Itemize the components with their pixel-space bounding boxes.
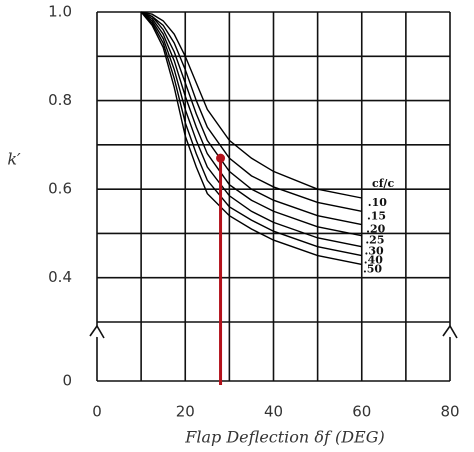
curve — [140, 11, 362, 237]
curve — [140, 11, 362, 212]
y-tick-label: 0.4 — [48, 268, 72, 286]
break-right — [442, 324, 458, 339]
curve — [140, 11, 362, 226]
curve — [140, 11, 362, 266]
y-tick-label: 0.6 — [48, 180, 72, 198]
x-tick-label: 80 — [440, 403, 459, 421]
legend-label: .30 — [365, 245, 384, 258]
legend-label: .10 — [368, 196, 387, 209]
legend-label: .40 — [364, 254, 383, 267]
axis-break — [89, 324, 458, 339]
curve — [140, 11, 362, 257]
y-tick-label: 0.8 — [48, 91, 72, 109]
legend-title: cf/c — [372, 177, 394, 190]
x-tick-label: 0 — [92, 403, 102, 421]
x-tick-label: 20 — [176, 403, 195, 421]
y-tick-label: 1.0 — [48, 3, 72, 21]
x-tick-label: 40 — [264, 403, 283, 421]
marker-point — [216, 153, 226, 163]
break-left — [89, 324, 105, 339]
legend-label: .20 — [366, 223, 385, 236]
curve — [140, 11, 362, 199]
legend-label: .50 — [363, 262, 382, 275]
curve — [140, 11, 362, 248]
x-tick-label: 60 — [352, 403, 371, 421]
y-tick-label: 0 — [62, 372, 72, 390]
legend-label: .15 — [367, 209, 386, 222]
y-axis-label: k′ — [7, 150, 21, 169]
x-axis-label: Flap Deflection δf (DEG) — [184, 428, 384, 447]
legend-label: .25 — [365, 234, 384, 247]
